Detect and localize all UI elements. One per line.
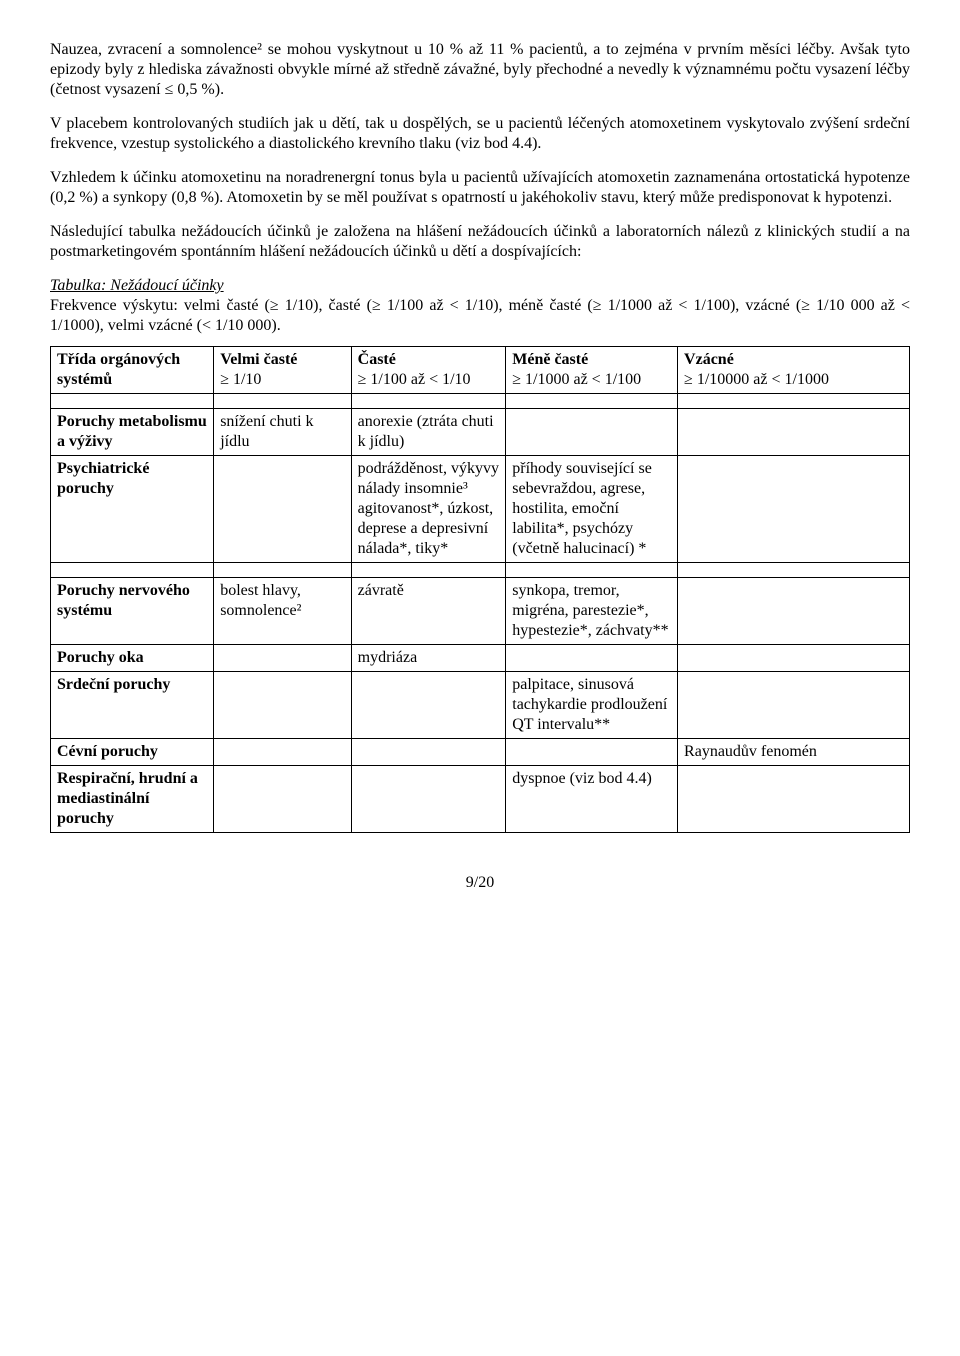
frequency-intro: Frekvence výskytu: velmi časté (≥ 1/10),… xyxy=(50,297,910,334)
table-row: Psychiatrické poruchy podrážděnost, výky… xyxy=(51,456,910,563)
page-number: 9/20 xyxy=(50,873,910,893)
table-row: Poruchy nervového systému bolest hlavy, … xyxy=(51,578,910,645)
table-row xyxy=(51,394,910,409)
table-row: Srdeční poruchy palpitace, sinusová tach… xyxy=(51,672,910,739)
header-uncommon: Méně časté ≥ 1/1000 až < 1/100 xyxy=(506,347,678,394)
paragraph-1: Nauzea, zvracení a somnolence² se mohou … xyxy=(50,40,910,100)
table-title: Tabulka: Nežádoucí účinky xyxy=(50,277,224,294)
header-very-common: Velmi časté ≥ 1/10 xyxy=(214,347,351,394)
paragraph-3: Vzhledem k účinku atomoxetinu na noradre… xyxy=(50,168,910,208)
table-header-row: Třída orgánových systémů Velmi časté ≥ 1… xyxy=(51,347,910,394)
paragraph-2: V placebem kontrolovaných studiích jak u… xyxy=(50,114,910,154)
header-system-class: Třída orgánových systémů xyxy=(51,347,214,394)
table-row: Respirační, hrudní a mediastinální poruc… xyxy=(51,766,910,833)
paragraph-4: Následující tabulka nežádoucích účinků j… xyxy=(50,222,910,262)
table-row: Poruchy oka mydriáza xyxy=(51,645,910,672)
adverse-effects-table: Třída orgánových systémů Velmi časté ≥ 1… xyxy=(50,346,910,833)
header-common: Časté ≥ 1/100 až < 1/10 xyxy=(351,347,506,394)
table-row: Cévní poruchy Raynaudův fenomén xyxy=(51,739,910,766)
table-row: Poruchy metabolismu a výživy snížení chu… xyxy=(51,409,910,456)
table-row xyxy=(51,563,910,578)
header-rare: Vzácné ≥ 1/10000 až < 1/1000 xyxy=(678,347,910,394)
